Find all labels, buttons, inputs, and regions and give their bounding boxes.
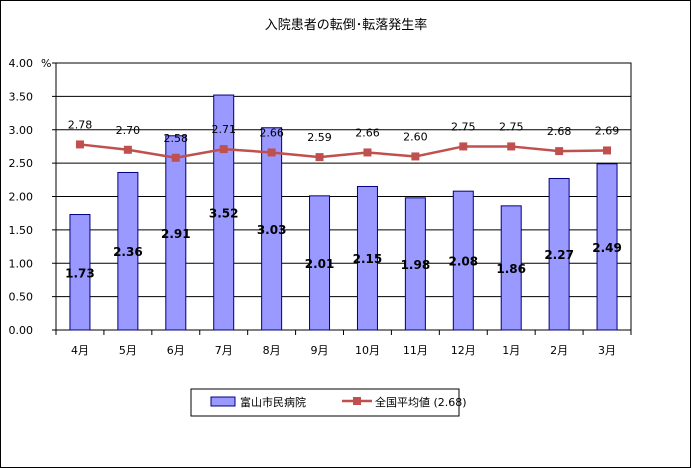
- line-marker: [219, 145, 228, 154]
- y-tick-label: 2.00: [9, 191, 34, 204]
- bar: [117, 171, 139, 331]
- x-tick-label: 12月: [451, 344, 476, 357]
- legend-bar-swatch: [210, 396, 236, 407]
- chart-title: 入院患者の転倒･転落発生率: [265, 17, 428, 33]
- bar-data-label: 1.73: [65, 266, 95, 280]
- x-tick-label: 4月: [71, 344, 89, 357]
- bar: [309, 195, 331, 331]
- line-data-label: 2.71: [211, 123, 236, 136]
- x-tick-label: 6月: [167, 344, 185, 357]
- x-tick-label: 11月: [403, 344, 428, 357]
- legend: 富山市民病院 全国平均値 (2.68): [190, 388, 467, 417]
- y-tick-label: 1.00: [9, 257, 34, 270]
- line-data-label: 2.66: [259, 126, 284, 139]
- y-tick-label: 4.00: [9, 57, 34, 70]
- average-line: [79, 143, 608, 160]
- x-axis-ticks: 4月 5月 6月 7月 8月 9月 10月 11月 12月 1月 2月 3月: [55, 330, 632, 357]
- x-tick-label: 3月: [598, 344, 616, 357]
- bar-data-label: 2.15: [353, 252, 383, 266]
- line-data-label: 2.68: [547, 125, 572, 138]
- gridlines: [56, 95, 631, 298]
- bar-data-label: 2.91: [161, 227, 191, 241]
- bar-data-label: 1.86: [496, 262, 526, 276]
- bar-data-label: 2.49: [592, 241, 622, 255]
- bar: [500, 205, 522, 331]
- line-marker: [411, 152, 420, 161]
- bar-series: 1.73 2.36 2.91 3.52 3.03 2.01 2.15 1.98 2.08 1.86…: [65, 94, 622, 331]
- line-marker: [507, 142, 516, 151]
- y-tick-label: 1.50: [9, 224, 34, 237]
- bar: [596, 163, 618, 331]
- bar-data-label: 2.27: [544, 248, 574, 262]
- line-marker: [363, 148, 372, 157]
- legend-line-marker: [353, 397, 361, 405]
- line-marker: [171, 153, 180, 162]
- x-tick-label: 1月: [502, 344, 520, 357]
- y-axis-ticks: 0.00 0.50 1.00 1.50 2.00 2.50 3.00 3.50 4.00: [9, 57, 56, 337]
- x-tick-label: 2月: [550, 344, 568, 357]
- line-data-label: 2.75: [451, 120, 476, 133]
- line-data-label: 2.69: [595, 124, 620, 137]
- legend-box: [190, 388, 460, 417]
- line-marker: [123, 145, 132, 154]
- y-unit-label: %: [41, 57, 51, 70]
- x-tick-label: 5月: [119, 344, 137, 357]
- y-tick-label: 0.50: [9, 291, 34, 304]
- bar: [404, 197, 426, 331]
- bar-data-label: 2.08: [448, 255, 478, 269]
- legend-bar-label: 富山市民病院: [240, 395, 306, 409]
- legend-line-label: 全国平均値 (2.68): [375, 395, 467, 409]
- bar: [452, 190, 474, 331]
- bar-data-label: 1.98: [401, 258, 431, 272]
- line-data-label: 2.75: [499, 120, 524, 133]
- bar: [165, 135, 187, 331]
- bar: [69, 214, 91, 331]
- y-tick-label: 2.50: [9, 157, 34, 170]
- y-tick-label: 0.00: [9, 324, 34, 337]
- y-tick-label: 3.00: [9, 124, 34, 137]
- y-tick-label: 3.50: [9, 90, 34, 103]
- line-data-label: 2.58: [164, 132, 189, 145]
- line-marker: [459, 142, 468, 151]
- bar-data-label: 2.36: [113, 245, 143, 259]
- line-marker: [315, 153, 324, 162]
- line-data-label: 2.59: [307, 131, 332, 144]
- line-marker: [555, 147, 564, 156]
- line-data-label: 2.60: [403, 130, 428, 143]
- x-tick-label: 9月: [311, 344, 329, 357]
- line-series: 2.78 2.70 2.58 2.71 2.66 2.59 2.66 2.60 2.75 2.75…: [68, 118, 620, 162]
- bar: [261, 127, 283, 331]
- bar-data-label: 3.03: [257, 223, 287, 237]
- bar-data-label: 3.52: [209, 207, 239, 221]
- bar: [356, 185, 378, 331]
- bar-data-label: 2.01: [305, 257, 335, 271]
- line-data-label: 2.70: [116, 124, 141, 137]
- line-marker: [603, 146, 612, 155]
- line-data-label: 2.66: [355, 126, 380, 139]
- bar: [548, 177, 570, 331]
- bar: [213, 94, 235, 331]
- x-tick-label: 7月: [215, 344, 233, 357]
- line-marker: [75, 140, 84, 149]
- line-marker: [267, 148, 276, 157]
- x-tick-label: 8月: [263, 344, 281, 357]
- x-tick-label: 10月: [355, 344, 380, 357]
- line-data-label: 2.78: [68, 118, 93, 131]
